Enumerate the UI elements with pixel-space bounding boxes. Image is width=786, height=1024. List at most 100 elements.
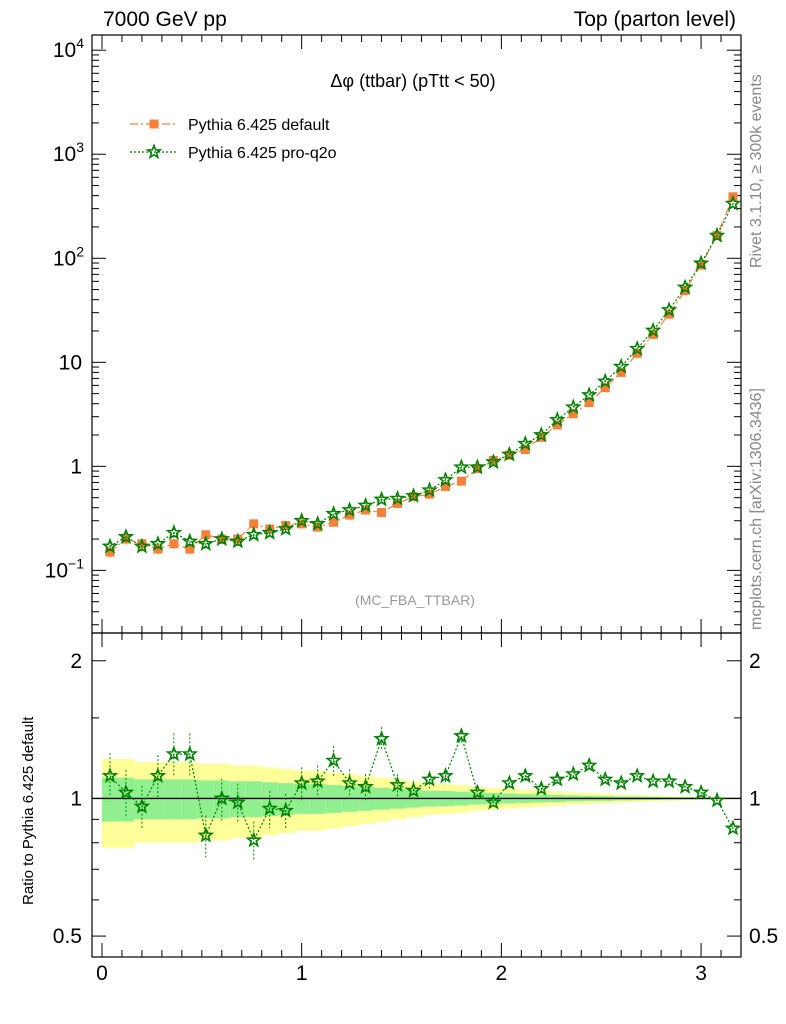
data-point-pro-q2o [676, 778, 694, 794]
uncertainty-band-inner [149, 779, 167, 820]
data-point-default [329, 517, 339, 527]
x-tick-label: 1 [296, 962, 308, 985]
x-tick-label: 0 [96, 962, 108, 985]
data-point-default [169, 539, 179, 549]
data-point-pro-q2o [213, 789, 231, 806]
data-point-pro-q2o [452, 727, 470, 744]
data-point-pro-q2o [469, 783, 486, 800]
data-point-pro-q2o [692, 783, 710, 800]
x-tick-label: 2 [496, 962, 508, 985]
data-point-default [472, 464, 482, 474]
data-point-default [249, 519, 259, 529]
data-point-pro-q2o [357, 496, 374, 513]
data-point-default [584, 398, 594, 408]
data-point-pro-q2o [500, 445, 518, 462]
ratio-plot-frame [91, 632, 742, 958]
data-point-pro-q2o [389, 776, 406, 793]
data-point-pro-q2o [708, 226, 726, 243]
data-point-pro-q2o [724, 819, 742, 836]
x-tick-label: 3 [695, 962, 707, 985]
data-point-pro-q2o [628, 339, 646, 356]
data-point-pro-q2o [517, 767, 534, 784]
data-point-pro-q2o [517, 434, 534, 451]
y-tick-label: 102 [53, 243, 84, 270]
data-point-pro-q2o [724, 194, 742, 211]
data-point-pro-q2o [149, 767, 167, 784]
data-point-default [185, 544, 195, 554]
y-tick-label: 10−1 [45, 555, 85, 582]
legend-marker-default [149, 119, 159, 129]
y-tick-label: 10 [59, 351, 82, 374]
data-point-pro-q2o [485, 453, 502, 470]
data-point-pro-q2o [293, 511, 311, 528]
data-point-pro-q2o [405, 487, 422, 503]
data-point-pro-q2o [612, 774, 630, 791]
ratio-y-tick-label-right: 2 [749, 650, 761, 673]
data-point-pro-q2o [165, 523, 183, 540]
data-point-pro-q2o [644, 321, 662, 338]
data-point-default [409, 492, 419, 502]
data-point-pro-q2o [596, 770, 614, 787]
uncertainty-band-inner [197, 780, 215, 819]
data-point-default [153, 544, 163, 554]
data-point-pro-q2o [325, 751, 343, 768]
ratio-axis-label: Ratio to Pythia 6.425 default [20, 716, 37, 905]
legend-marker-pro-q2o [145, 143, 163, 160]
data-point-pro-q2o [261, 523, 279, 540]
data-point-default [648, 330, 658, 340]
ratio-y-tick-label: 0.5 [53, 925, 82, 948]
data-point-pro-q2o [197, 535, 215, 551]
header-right-label: Top (parton level) [573, 8, 736, 31]
data-point-pro-q2o [692, 254, 710, 271]
data-point-pro-q2o [341, 774, 358, 791]
data-point-pro-q2o [564, 398, 582, 415]
data-point-default [361, 505, 371, 515]
data-point-pro-q2o [580, 386, 598, 403]
data-point-default [504, 450, 514, 460]
data-point-default [393, 498, 403, 508]
data-point-pro-q2o [596, 372, 614, 389]
data-point-pro-q2o [421, 481, 438, 498]
uncertainty-band-inner [101, 777, 119, 822]
legend-label-default: Pythia 6.425 default [188, 117, 330, 134]
ratio-y-tick-label: 1 [70, 787, 82, 810]
data-point-pro-q2o [373, 490, 390, 507]
ratio-y-tick-label: 2 [70, 650, 82, 673]
analysis-watermark: (MC_FBA_TTBAR) [355, 592, 475, 608]
uncertainty-band-inner [245, 781, 263, 818]
data-point-pro-q2o [612, 357, 630, 374]
data-point-pro-q2o [373, 730, 390, 746]
data-point-pro-q2o [357, 778, 374, 794]
data-point-default [377, 507, 387, 517]
data-point-pro-q2o [548, 770, 566, 787]
uncertainty-band-inner [181, 779, 199, 820]
data-point-pro-q2o [548, 411, 566, 427]
data-point-pro-q2o [277, 520, 295, 537]
data-point-pro-q2o [229, 532, 247, 549]
data-point-pro-q2o [133, 537, 151, 554]
rivet-version-label: Rivet 3.1.10, ≥ 300k events [748, 74, 765, 268]
data-point-pro-q2o [229, 793, 247, 810]
mcplots-reference-label: mcplots.cern.ch [arXiv:1306.3436] [748, 388, 765, 630]
data-point-pro-q2o [485, 793, 502, 810]
data-point-default [600, 383, 610, 393]
series-line-default [109, 196, 734, 553]
uncertainty-band-inner [165, 779, 183, 820]
data-point-default [137, 539, 147, 549]
data-point-pro-q2o [644, 772, 662, 789]
data-point-default [632, 348, 642, 358]
data-point-pro-q2o [469, 458, 486, 475]
data-point-default [552, 420, 562, 430]
data-point-pro-q2o [325, 505, 343, 521]
data-point-pro-q2o [309, 772, 327, 789]
data-point-pro-q2o [532, 426, 550, 443]
data-point-pro-q2o [341, 501, 358, 518]
data-point-default [105, 547, 115, 557]
data-point-pro-q2o [245, 525, 263, 542]
data-point-pro-q2o [245, 831, 263, 848]
data-point-pro-q2o [117, 528, 135, 544]
data-point-pro-q2o [181, 532, 199, 549]
legend-label-pro-q2o: Pythia 6.425 pro-q2o [188, 145, 337, 162]
series-line-pro-q2o [109, 734, 734, 842]
data-point-pro-q2o [309, 515, 326, 531]
